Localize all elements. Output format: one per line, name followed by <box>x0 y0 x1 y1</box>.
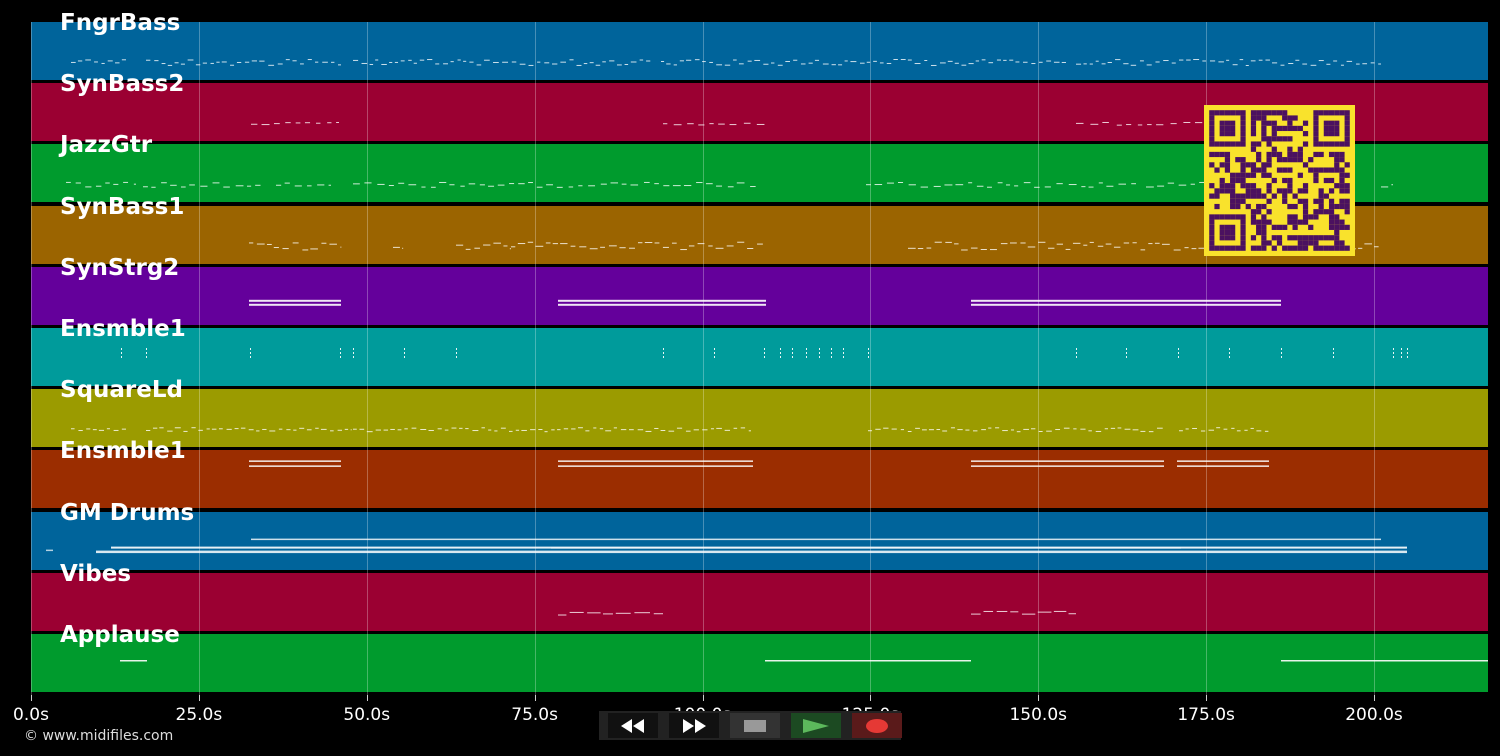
axis-tick-label: 75.0s <box>511 705 558 725</box>
track-lane[interactable]: Ensmble1 <box>31 438 1488 509</box>
track-name-label: GM Drums <box>60 499 195 526</box>
track-name-label: Ensmble1 <box>60 316 186 342</box>
axis-tick <box>870 695 872 701</box>
axis-tick <box>534 695 536 701</box>
track-lane[interactable]: SynStrg2 <box>31 255 1488 325</box>
axis-tick <box>366 695 368 701</box>
track-name-label: SynBass2 <box>60 71 185 98</box>
fast-forward-icon <box>683 718 706 733</box>
grid-line <box>870 22 872 695</box>
axis-tick-label: 50.0s <box>343 705 391 725</box>
axis-tick-label: 0.0s <box>13 705 49 725</box>
record-button[interactable] <box>852 713 902 738</box>
track-name-label: SquareLd <box>60 377 183 404</box>
axis-tick <box>31 695 32 701</box>
rewind-icon <box>621 718 644 733</box>
axis-tick <box>1038 695 1040 701</box>
track-lane[interactable]: GM Drums <box>31 500 1488 570</box>
grid-line <box>31 22 32 695</box>
axis-tick-label: 25.0s <box>175 705 223 725</box>
grid-line <box>366 22 368 695</box>
grid-line <box>702 22 704 695</box>
fast-forward-button[interactable] <box>669 713 719 738</box>
track-lane[interactable]: Vibes <box>31 561 1488 631</box>
play-icon <box>803 718 829 733</box>
stop-icon <box>744 719 766 732</box>
play-button[interactable] <box>791 713 841 738</box>
piano-roll-timeline[interactable]: FngrBass SynBass2 JazzGtr SynBass1 SynStrg2 E… <box>31 10 1488 695</box>
rewind-button[interactable] <box>608 713 658 738</box>
stop-button[interactable] <box>730 713 780 738</box>
axis-tick <box>702 695 704 701</box>
grid-line <box>534 22 536 695</box>
track-name-label: Applause <box>60 622 180 648</box>
track-name-label: Ensmble1 <box>60 438 186 465</box>
track-name-label: FngrBass <box>60 10 181 36</box>
track-name-label: Vibes <box>60 560 132 587</box>
track-lane[interactable]: Applause <box>31 622 1488 692</box>
track-lane[interactable]: FngrBass <box>31 10 1488 80</box>
axis-tick <box>198 695 200 701</box>
grid-line <box>1374 22 1375 695</box>
qr-code-icon <box>1204 105 1355 256</box>
transport-controls <box>599 711 902 740</box>
track-name-label: SynStrg2 <box>60 254 180 281</box>
axis-tick-label: 200.0s <box>1345 705 1403 725</box>
grid-line <box>1206 22 1208 695</box>
axis-tick <box>1206 695 1208 701</box>
track-lane[interactable]: SquareLd <box>31 377 1488 448</box>
track-name-label: SynBass1 <box>60 193 185 220</box>
axis-tick-label: 175.0s <box>1177 705 1235 725</box>
axis-tick <box>1374 695 1375 701</box>
track-name-label: JazzGtr <box>60 132 153 159</box>
axis-tick-label: 150.0s <box>1009 705 1068 725</box>
copyright-text: © www.midifiles.com <box>24 728 174 744</box>
record-icon <box>866 718 888 733</box>
grid-line <box>1038 22 1040 695</box>
grid-line <box>198 22 200 695</box>
track-lane[interactable]: Ensmble1 <box>31 316 1488 386</box>
